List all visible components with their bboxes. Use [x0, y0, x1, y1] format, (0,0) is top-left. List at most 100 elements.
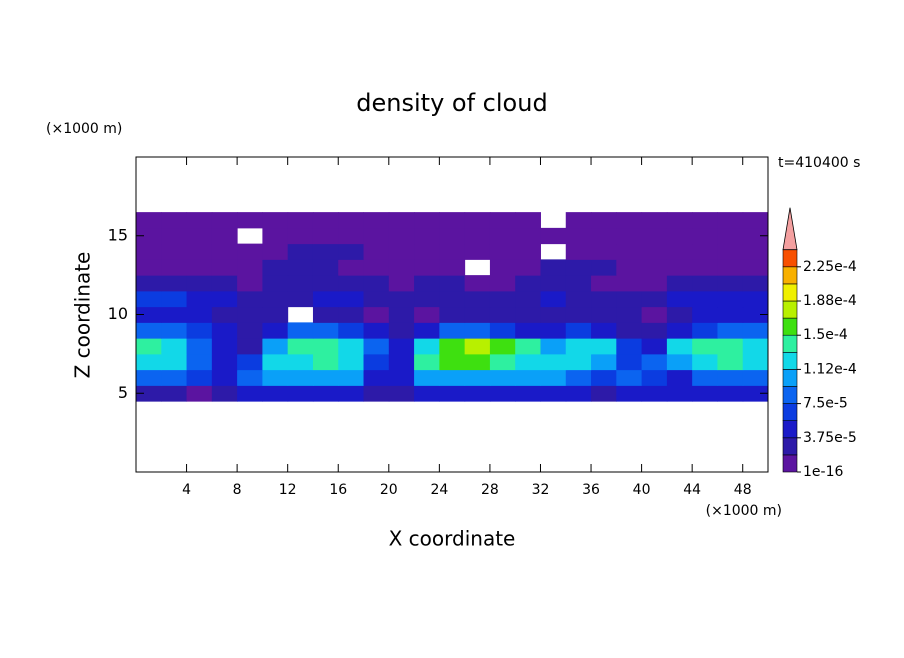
- contour-cell: [717, 322, 744, 339]
- contour-cell: [742, 306, 769, 323]
- contour-cell: [666, 243, 693, 260]
- contour-cell: [692, 369, 718, 386]
- x-tick-label: 4: [182, 482, 191, 498]
- contour-cell: [287, 322, 314, 339]
- contour-cell: [515, 212, 541, 229]
- contour-cell: [287, 369, 314, 386]
- contour-cell: [439, 306, 466, 323]
- contour-cell: [616, 322, 643, 339]
- colorbar-band: [782, 300, 798, 319]
- contour-cell: [692, 243, 718, 260]
- contour-cell: [591, 353, 617, 371]
- x-axis-title: X coordinate: [389, 527, 516, 551]
- contour-cell: [161, 385, 188, 402]
- contour-cell: [439, 338, 466, 355]
- contour-cell: [312, 385, 339, 402]
- contour-cell: [161, 369, 188, 386]
- contour-cell: [211, 306, 238, 323]
- contour-cell: [540, 338, 567, 355]
- contour-cell: [186, 322, 213, 339]
- contour-cell: [262, 290, 289, 308]
- contour-cell: [211, 259, 238, 276]
- contour-cell: [515, 243, 541, 260]
- field: [136, 212, 769, 402]
- contour-cell: [540, 353, 567, 371]
- contour-cell: [616, 275, 643, 292]
- contour-cell: [616, 369, 643, 386]
- y-tick-label: 5: [118, 383, 128, 402]
- contour-cell: [363, 338, 390, 355]
- contour-cell: [262, 212, 289, 229]
- contour-cell: [692, 353, 718, 371]
- contour-cell: [338, 322, 365, 339]
- contour-cell: [489, 275, 516, 292]
- contour-cell: [161, 322, 188, 339]
- contour-cell: [565, 259, 592, 276]
- contour-cell: [489, 212, 516, 229]
- contour-cell: [211, 275, 238, 292]
- colorbar-band: [782, 386, 798, 404]
- contour-cell: [666, 338, 693, 355]
- contour-cell: [717, 243, 744, 260]
- contour-cell: [414, 259, 440, 276]
- contour-cell: [237, 369, 263, 386]
- contour-cell: [388, 353, 415, 371]
- contour-cell: [439, 353, 466, 371]
- contour-cell: [136, 275, 162, 292]
- contour-cell: [591, 322, 617, 339]
- contour-cell: [717, 306, 744, 323]
- x-tick-label: 32: [532, 482, 550, 498]
- contour-cell: [591, 290, 617, 308]
- contour-cell: [262, 243, 289, 260]
- contour-cell: [616, 212, 643, 229]
- contour-cell: [666, 275, 693, 292]
- contour-cell: [338, 385, 365, 402]
- contour-cell: [363, 353, 390, 371]
- contour-cell: [565, 322, 592, 339]
- contour-cell: [338, 290, 365, 308]
- contour-cell: [312, 243, 339, 260]
- contour-cell: [591, 259, 617, 276]
- contour-cell: [742, 290, 769, 308]
- contour-cell: [136, 290, 162, 308]
- contour-cell: [666, 306, 693, 323]
- contour-cell: [616, 338, 643, 355]
- contour-cell: [186, 353, 213, 371]
- contour-cell: [388, 385, 415, 402]
- colorbar-band: [782, 317, 798, 336]
- x-tick-label: 28: [481, 482, 499, 498]
- contour-cell: [312, 212, 339, 229]
- contour-cell: [312, 306, 339, 323]
- contour-cell: [388, 369, 415, 386]
- contour-cell: [186, 227, 213, 245]
- annotation: t=410400 s: [778, 155, 860, 171]
- contour-cell: [338, 227, 365, 245]
- contour-cell: [414, 338, 440, 355]
- contour-cell: [414, 353, 440, 371]
- contour-cell: [262, 227, 289, 245]
- contour-cell: [742, 275, 769, 292]
- contour-cell: [489, 322, 516, 339]
- contour-cell: [742, 227, 769, 245]
- colorbar-band: [782, 334, 798, 353]
- contour-cell: [237, 338, 263, 355]
- contour-cell: [262, 369, 289, 386]
- contour-cell: [287, 290, 314, 308]
- contour-cell: [666, 353, 693, 371]
- contour-cell: [414, 275, 440, 292]
- contour-cell: [262, 338, 289, 355]
- contour-cell: [439, 322, 466, 339]
- colorbar-band: [782, 369, 798, 387]
- contour-cell: [464, 243, 491, 260]
- contour-cell: [136, 369, 162, 386]
- contour-cell: [136, 353, 162, 371]
- contour-cell: [540, 369, 567, 386]
- colorbar-band: [782, 351, 798, 370]
- contour-cell: [338, 243, 365, 260]
- contour-cell: [439, 275, 466, 292]
- contour-cell: [186, 243, 213, 260]
- x-tick-label: 48: [734, 482, 752, 498]
- contour-cell: [161, 306, 188, 323]
- contour-cell: [262, 353, 289, 371]
- contour-cell: [515, 322, 541, 339]
